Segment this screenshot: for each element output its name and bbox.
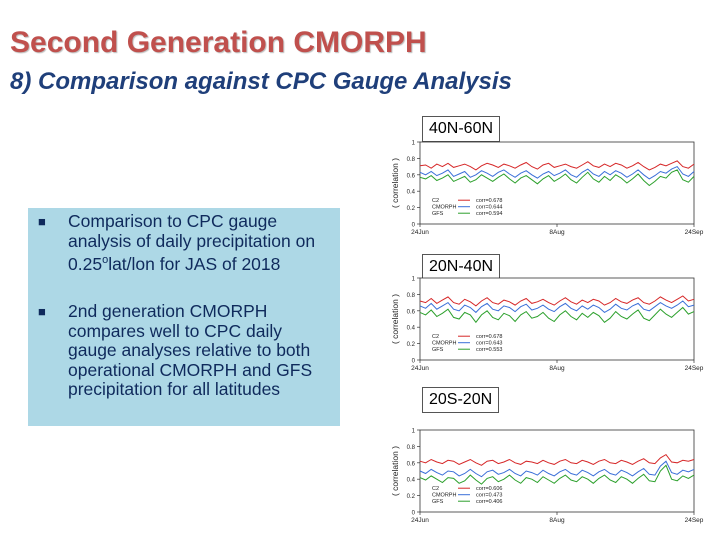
y-tick-label: 0.4 [407, 326, 416, 332]
y-tick-label: 0 [412, 359, 416, 365]
legend-series-name: C2 [432, 486, 439, 492]
legend-series-name: GFS [432, 211, 444, 217]
y-tick-label: 0.2 [407, 494, 416, 500]
bullet-item: ■ 2nd generation CMORPH compares well to… [38, 302, 330, 400]
legend-series-name: GFS [432, 499, 444, 505]
legend-series-name: CMORPH [432, 493, 456, 499]
x-tick-label: 8Aug [549, 365, 565, 372]
y-tick-label: 0.8 [407, 445, 416, 451]
series-line [419, 165, 695, 180]
chart-20s-20n: 0 0.2 0.4 0.6 0.8 1 ( correlation ) 24Jun 8Aug 24… [390, 429, 704, 525]
series-line [419, 306, 695, 324]
legend-series-name: C2 [432, 334, 439, 340]
plot-frame [419, 429, 695, 513]
slide-subtitle: 8) Comparison against CPC Gauge Analysis [10, 68, 512, 95]
x-tick-label: 24Sep [685, 517, 704, 524]
legend-series-name: C2 [432, 198, 439, 204]
summary-textbox: ■ Comparison to CPC gauge analysis of da… [28, 208, 340, 426]
chart-40n-60n: 0 0.2 0.4 0.6 0.8 1 ( correlation ) 24Jun 8Aug 24… [390, 141, 704, 237]
slide-title: Second Generation CMORPH [10, 26, 427, 59]
series-line [419, 464, 695, 485]
y-tick-label: 0.6 [407, 309, 416, 315]
series-line [419, 169, 695, 187]
x-tick-label: 24Sep [685, 365, 704, 372]
plot-frame [419, 277, 695, 361]
legend-series-stat: corr=0.594 [476, 211, 502, 217]
legend-series-name: GFS [432, 347, 444, 353]
chart-20n-40n: 0 0.2 0.4 0.6 0.8 1 ( correlation ) 24Jun 8Aug 24… [390, 277, 704, 373]
y-tick-label: 0.4 [407, 190, 416, 196]
plot-frame [419, 141, 695, 225]
x-tick-label: 24Jun [411, 365, 429, 372]
x-tick-label: 24Jun [411, 517, 429, 524]
legend-series-stat: corr=0.678 [476, 334, 502, 340]
legend-series-stat: corr=0.644 [476, 205, 502, 211]
bullet-text-tail: lat/lon for JAS of 2018 [108, 253, 281, 274]
series-line [419, 295, 695, 307]
series-line [419, 460, 695, 478]
y-tick-label: 0.8 [407, 293, 416, 299]
y-tick-label: 0.4 [407, 478, 416, 484]
x-tick-label: 24Sep [685, 229, 704, 236]
panel-label-40n-60n: 40N-60N [422, 116, 501, 142]
y-axis-label: ( correlation ) [390, 158, 400, 208]
bullet-text: Comparison to CPC gauge analysis of dail… [68, 211, 316, 274]
x-tick-label: 8Aug [549, 229, 565, 236]
bullet-item: ■ Comparison to CPC gauge analysis of da… [38, 211, 330, 274]
legend-series-stat: corr=0.406 [476, 499, 502, 505]
y-tick-label: 0.6 [407, 173, 416, 179]
series-line [419, 300, 695, 314]
y-axis-label: ( correlation ) [390, 446, 400, 496]
degree-superscript: o [102, 254, 109, 266]
legend-series-name: CMORPH [432, 341, 456, 347]
y-tick-label: 0 [412, 511, 416, 517]
y-tick-label: 0.2 [407, 342, 416, 348]
x-tick-label: 8Aug [549, 517, 565, 524]
bullet-text: 2nd generation CMORPH compares well to C… [68, 301, 313, 400]
series-line [419, 453, 695, 466]
x-tick-label: 24Jun [411, 229, 429, 236]
y-tick-label: 0 [412, 223, 416, 229]
panel-label-20n-40n: 20N-40N [422, 254, 501, 280]
legend-series-stat: corr=0.643 [476, 341, 502, 347]
legend-series-stat: corr=0.473 [476, 493, 502, 499]
legend-series-stat: corr=0.606 [476, 486, 502, 492]
y-tick-label: 0.6 [407, 461, 416, 467]
y-tick-label: 1 [412, 429, 416, 435]
legend-series-stat: corr=0.678 [476, 198, 502, 204]
y-tick-label: 1 [412, 141, 416, 147]
legend-series-stat: corr=0.553 [476, 347, 502, 353]
y-tick-label: 0.8 [407, 157, 416, 163]
y-tick-label: 1 [412, 277, 416, 283]
square-bullet-icon: ■ [38, 214, 46, 229]
legend-series-name: CMORPH [432, 205, 456, 211]
series-line [419, 160, 695, 171]
y-tick-label: 0.2 [407, 206, 416, 212]
y-axis-label: ( correlation ) [390, 294, 400, 344]
panel-label-20s-20n: 20S-20N [422, 387, 500, 413]
square-bullet-icon: ■ [38, 304, 46, 320]
